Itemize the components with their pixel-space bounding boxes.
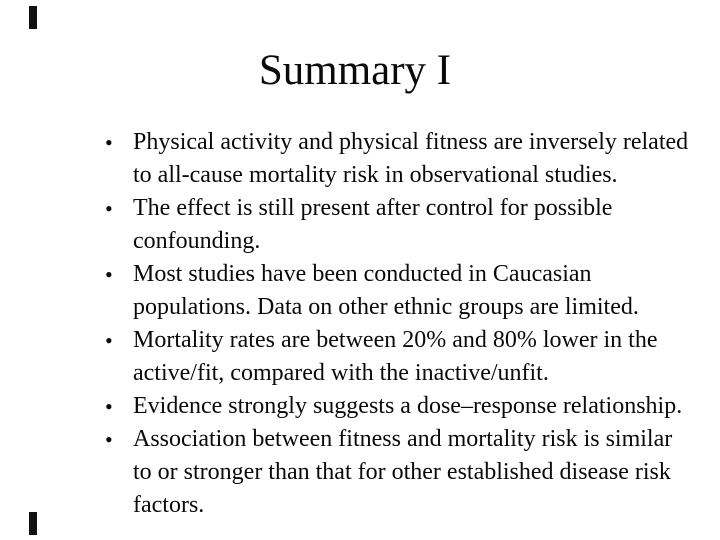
bullet-icon: • <box>105 130 113 155</box>
bullet-text: Physical activity and physical fitness a… <box>133 129 689 188</box>
bullet-item: • Association between fitness and mortal… <box>105 423 672 522</box>
bullet-icon: • <box>105 394 113 419</box>
bullet-item: • Mortality rates are between 20% and 80… <box>105 324 665 390</box>
bullet-text: The effect is still present after contro… <box>133 195 613 254</box>
bullet-item: • Evidence strongly suggests a dose–resp… <box>105 390 682 423</box>
bullet-item: • The effect is still present after cont… <box>105 192 665 258</box>
bullet-icon: • <box>105 328 113 353</box>
corner-mark-top <box>29 6 37 29</box>
bullet-list: • Physical activity and physical fitness… <box>105 126 688 522</box>
bullet-icon: • <box>105 196 113 221</box>
bullet-text: Most studies have been conducted in Cauc… <box>133 261 639 320</box>
bullet-item: • Most studies have been conducted in Ca… <box>105 258 665 324</box>
corner-mark-bottom <box>29 512 37 535</box>
bullet-icon: • <box>105 262 113 287</box>
bullet-text: Mortality rates are between 20% and 80% … <box>133 327 658 386</box>
bullet-icon: • <box>105 427 113 452</box>
bullet-text: Evidence strongly suggests a dose–respon… <box>133 393 683 419</box>
page-title: Summary I <box>258 47 452 94</box>
bullet-text: Association between fitness and mortalit… <box>133 426 673 518</box>
bullet-item: • Physical activity and physical fitness… <box>105 126 688 192</box>
